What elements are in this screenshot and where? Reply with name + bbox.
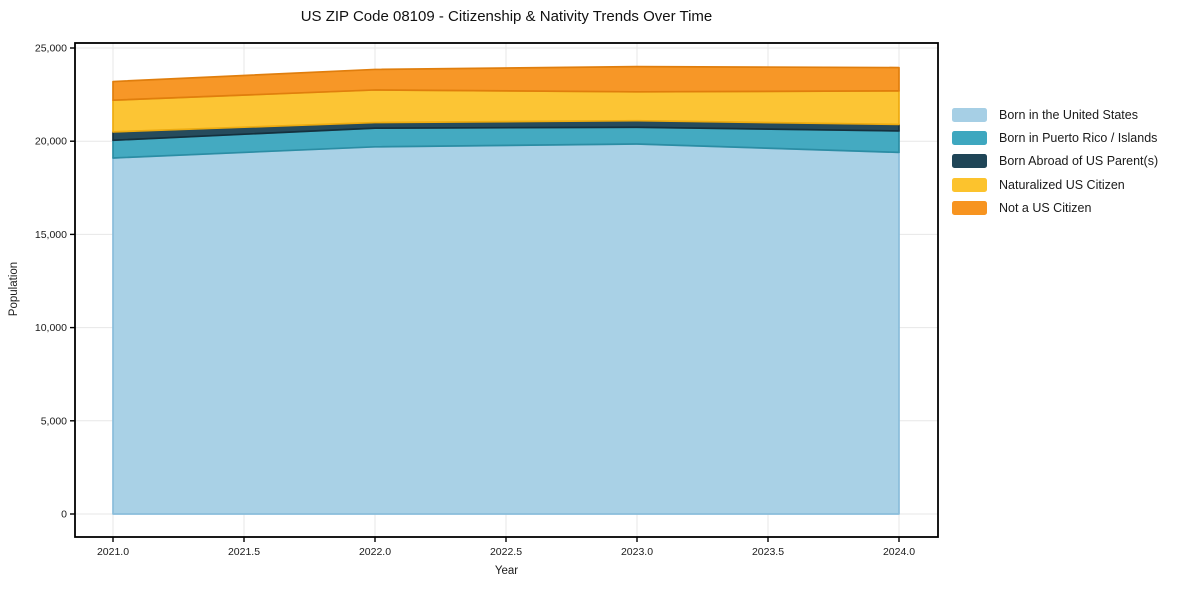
y-tick-label: 0 [61, 509, 67, 521]
legend-row: Born in the United States [952, 103, 1158, 126]
y-tick-label: 10,000 [35, 322, 67, 334]
x-tick-label: 2022.0 [359, 546, 391, 558]
legend-label: Naturalized US Citizen [999, 177, 1125, 192]
y-tick-label: 15,000 [35, 229, 67, 241]
x-tick-label: 2022.5 [490, 546, 522, 558]
legend-row: Born in Puerto Rico / Islands [952, 126, 1158, 149]
legend: Born in the United States Born in Puerto … [952, 103, 1158, 219]
legend-row: Naturalized US Citizen [952, 173, 1158, 196]
chart-title: US ZIP Code 08109 - Citizenship & Nativi… [300, 8, 713, 25]
x-tick-label: 2021.5 [228, 546, 260, 558]
legend-swatch [952, 177, 987, 192]
y-tick-label: 20,000 [35, 136, 67, 148]
legend-label: Born in Puerto Rico / Islands [999, 130, 1158, 145]
legend-swatch [952, 107, 987, 122]
area-series [112, 65, 900, 102]
legend-swatch [952, 130, 987, 145]
legend-row: Born Abroad of US Parent(s) [952, 150, 1158, 173]
x-axis-label: Year [494, 565, 519, 577]
x-tick-label: 2021.0 [97, 546, 129, 558]
x-tick-label: 2023.0 [621, 546, 653, 558]
y-tick-label: 5,000 [41, 415, 67, 427]
x-tick-label: 2024.0 [883, 546, 915, 558]
area-series [112, 143, 900, 515]
x-tick-label: 2023.5 [752, 546, 784, 558]
legend-label: Born in the United States [999, 107, 1138, 122]
y-tick-label: 25,000 [35, 43, 67, 55]
legend-swatch [952, 200, 987, 215]
legend-label: Born Abroad of US Parent(s) [999, 154, 1159, 169]
legend-swatch [952, 154, 987, 169]
legend-label: Not a US Citizen [999, 200, 1092, 215]
legend-row: Not a US Citizen [952, 196, 1158, 219]
